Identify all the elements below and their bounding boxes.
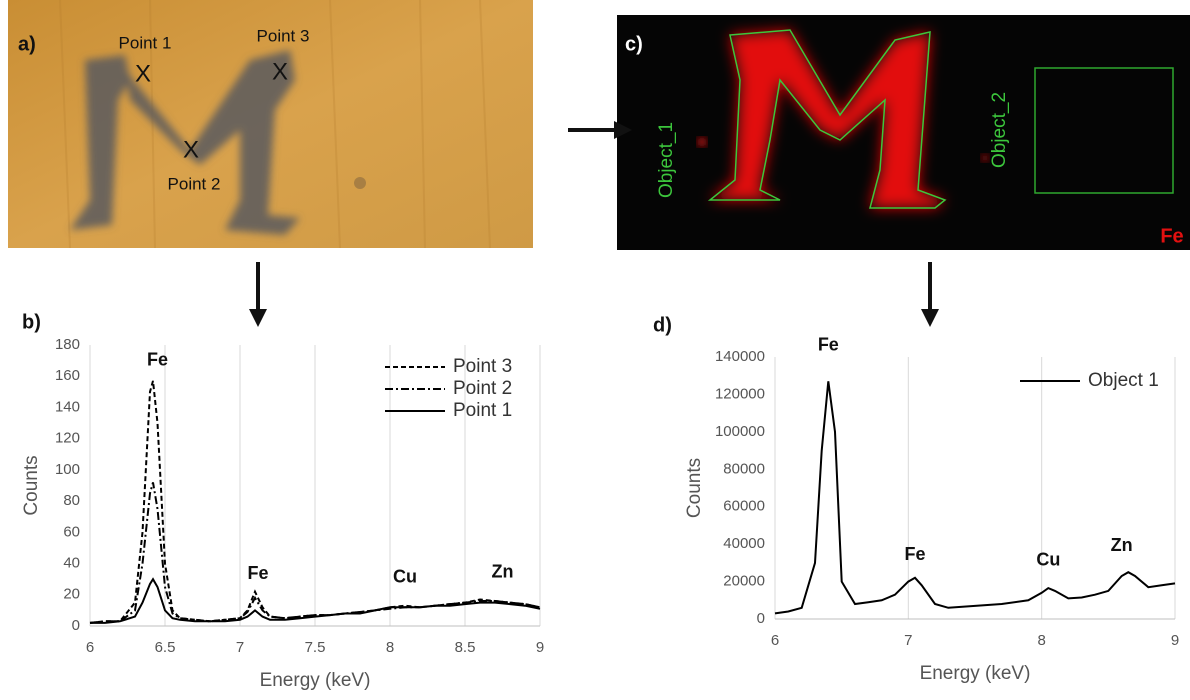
legend-label: Point 3	[453, 356, 512, 377]
arrows	[249, 121, 939, 327]
point-marker: X	[135, 60, 151, 87]
y-tick-label: 60000	[723, 498, 765, 515]
x-tick-label: 7.5	[305, 639, 326, 656]
y-tick-label: 140000	[715, 348, 765, 365]
panel-label: b)	[22, 311, 41, 333]
x-tick-label: 9	[1171, 632, 1179, 649]
point-marker: X	[183, 136, 199, 163]
x-tick-label: 6.5	[155, 639, 176, 656]
y-tick-label: 120000	[715, 385, 765, 402]
data-line	[90, 577, 541, 624]
element-label: Fe	[1160, 225, 1183, 247]
point-label: Point 2	[168, 174, 221, 193]
y-tick-label: 20000	[723, 573, 765, 590]
photo-a	[8, 0, 533, 249]
y-axis-title: Counts	[21, 455, 42, 515]
y-tick-label: 20	[63, 586, 80, 603]
panel-label: a)	[18, 33, 36, 55]
x-axis-title: Energy (keV)	[260, 670, 371, 691]
object-label: Object_1	[656, 122, 677, 198]
panel-label: d)	[653, 314, 672, 336]
annotation: Fe	[147, 349, 168, 369]
data-line	[774, 381, 1176, 615]
point-label: Point 1	[119, 33, 172, 52]
legend-label: Point 1	[453, 400, 512, 421]
x-axis-title: Energy (keV)	[920, 663, 1031, 684]
annotation: Cu	[393, 566, 417, 586]
data-line	[89, 482, 541, 624]
y-tick-label: 40	[63, 555, 80, 572]
point-label: Point 3	[257, 26, 310, 45]
y-axis-title: Counts	[684, 458, 705, 518]
object-label: Object_2	[989, 92, 1010, 168]
legend-label: Point 2	[453, 378, 512, 399]
y-tick-label: 120	[55, 430, 80, 447]
x-tick-label: 8.5	[455, 639, 476, 656]
annotation: Cu	[1036, 550, 1060, 570]
annotation: Fe	[247, 563, 268, 583]
x-tick-label: 7	[236, 639, 244, 656]
y-tick-label: 0	[757, 610, 765, 627]
x-tick-label: 7	[904, 632, 912, 649]
annotation: Zn	[492, 562, 514, 582]
y-tick-label: 160	[55, 367, 80, 384]
x-tick-label: 9	[536, 639, 544, 656]
y-tick-label: 0	[72, 617, 80, 634]
x-tick-label: 8	[386, 639, 394, 656]
x-tick-label: 6	[771, 632, 779, 649]
legend-label: Object 1	[1088, 370, 1159, 391]
x-tick-label: 8	[1037, 632, 1045, 649]
y-tick-label: 40000	[723, 535, 765, 552]
y-tick-label: 100000	[715, 423, 765, 440]
annotation: Zn	[1111, 535, 1133, 555]
annotation: Fe	[904, 544, 925, 564]
x-tick-label: 6	[86, 639, 94, 656]
y-tick-label: 80000	[723, 460, 765, 477]
point-marker: X	[272, 58, 288, 85]
y-tick-label: 80	[63, 492, 80, 509]
y-tick-label: 60	[63, 523, 80, 540]
annotation: Fe	[818, 335, 839, 355]
y-tick-label: 100	[55, 461, 80, 478]
photo-c	[617, 15, 1190, 250]
y-tick-label: 140	[55, 398, 80, 415]
y-tick-label: 180	[55, 336, 80, 353]
panel-label: c)	[625, 33, 643, 55]
